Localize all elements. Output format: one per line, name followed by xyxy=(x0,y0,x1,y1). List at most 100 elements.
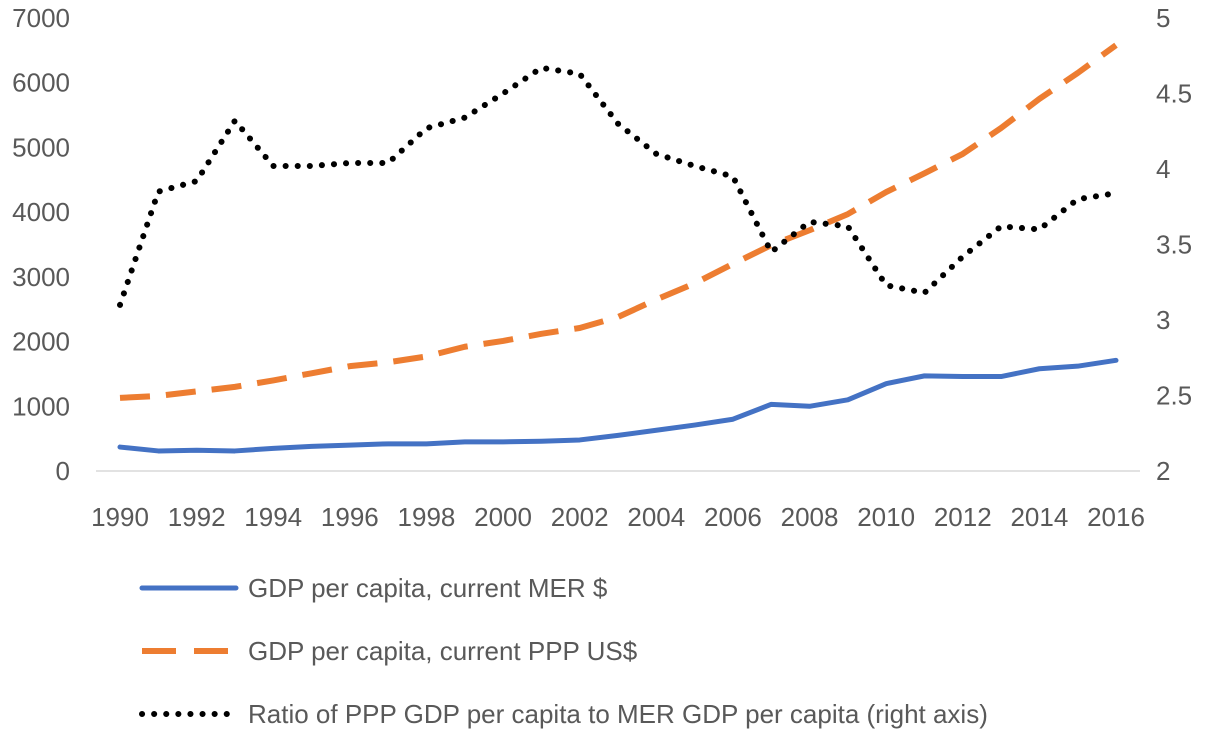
series-1-point xyxy=(960,374,966,380)
y-left-tick-label: 5000 xyxy=(12,132,70,162)
right-axis: 2 2.5 3 3.5 4 4.5 5 xyxy=(1156,3,1192,486)
series-3-point xyxy=(1036,226,1042,232)
series-3-point xyxy=(845,223,851,229)
y-left-tick-label: 3000 xyxy=(12,262,70,292)
series-3-point xyxy=(232,118,238,124)
series-2-point xyxy=(730,261,736,267)
series-2-point xyxy=(1036,96,1042,102)
plot-area xyxy=(117,42,1119,454)
y-right-tick-label: 5 xyxy=(1156,3,1170,33)
series-2-point xyxy=(1113,42,1119,48)
x-tick-label: 2010 xyxy=(857,502,915,532)
series-1-point xyxy=(921,373,927,379)
series-3-point xyxy=(807,219,813,225)
series-1-point xyxy=(730,416,736,422)
series-1-point xyxy=(270,445,276,451)
y-left-tick-label: 1000 xyxy=(12,391,70,421)
x-axis: 1990 1992 1994 1996 1998 2000 2002 2004 2006 2008… xyxy=(91,470,1145,532)
y-right-tick-label: 2.5 xyxy=(1156,381,1192,411)
series-1-point xyxy=(1075,363,1081,369)
series-2-point xyxy=(270,377,276,383)
series-1-point xyxy=(117,444,123,450)
series-2-point xyxy=(117,395,123,401)
series-3-point xyxy=(921,290,927,296)
series-2-point xyxy=(998,125,1004,131)
x-tick-label: 2016 xyxy=(1087,502,1145,532)
series-1-point xyxy=(423,441,429,447)
y-right-tick-label: 3.5 xyxy=(1156,230,1192,260)
series-2-point xyxy=(500,338,506,344)
series-3-point xyxy=(500,91,506,97)
legend-label-3: Ratio of PPP GDP per capita to MER GDP p… xyxy=(248,699,988,729)
series-1-point xyxy=(883,381,889,387)
series-1-point xyxy=(462,439,468,445)
series-3-point xyxy=(883,282,889,288)
y-left-tick-label: 0 xyxy=(56,456,70,486)
x-tick-label: 2004 xyxy=(627,502,685,532)
series-1-point xyxy=(538,438,544,444)
series-3-point xyxy=(1113,190,1119,196)
series-line-2 xyxy=(119,42,1118,401)
series-line-3 xyxy=(117,64,1119,308)
series-3-point xyxy=(615,121,621,127)
series-3-point xyxy=(768,249,774,255)
legend-label-2: GDP per capita, current PPP US$ xyxy=(248,636,638,666)
series-3-point xyxy=(462,115,468,121)
x-tick-label: 1998 xyxy=(398,502,456,532)
y-right-tick-label: 4.5 xyxy=(1156,79,1192,109)
series-1-point xyxy=(998,374,1004,380)
series-2-point xyxy=(692,280,698,286)
y-right-tick-label: 4 xyxy=(1156,154,1170,184)
series-2-point xyxy=(921,170,927,176)
series-1-point xyxy=(768,401,774,407)
legend-label-1: GDP per capita, current MER $ xyxy=(248,573,608,603)
x-tick-label: 2002 xyxy=(551,502,609,532)
series-1-point xyxy=(194,447,200,453)
x-tick-label: 1992 xyxy=(168,502,226,532)
series-2-point xyxy=(538,331,544,337)
series-1-point xyxy=(807,403,813,409)
series-3-point xyxy=(692,163,698,169)
series-2-point xyxy=(194,388,200,394)
series-1-point xyxy=(615,432,621,438)
series-1-point xyxy=(845,397,851,403)
y-right-tick-label: 3 xyxy=(1156,305,1170,335)
series-2-point xyxy=(155,393,161,399)
series-2-point xyxy=(347,363,353,369)
series-1-point xyxy=(1113,357,1119,363)
series-2-point xyxy=(845,211,851,217)
series-3-point xyxy=(385,160,391,166)
series-2-point xyxy=(807,227,813,233)
y-left-tick-label: 6000 xyxy=(12,68,70,98)
series-1-point xyxy=(155,448,161,454)
series-2-point xyxy=(960,151,966,157)
series-1-point xyxy=(653,427,659,433)
x-tick-label: 2006 xyxy=(704,502,762,532)
y-left-tick-label: 2000 xyxy=(12,327,70,357)
series-2-point xyxy=(309,370,315,376)
x-tick-label: 2008 xyxy=(781,502,839,532)
y-left-tick-label: 7000 xyxy=(12,3,70,33)
series-2-point xyxy=(385,359,391,365)
series-1-point xyxy=(232,448,238,454)
series-1-point xyxy=(577,437,583,443)
series-1-point xyxy=(500,439,506,445)
series-3-point xyxy=(730,174,736,180)
x-tick-label: 2000 xyxy=(474,502,532,532)
series-2-point xyxy=(1075,70,1081,76)
series-2-point xyxy=(577,325,583,331)
x-tick-label: 2014 xyxy=(1010,502,1068,532)
series-2-point xyxy=(615,314,621,320)
series-line-1 xyxy=(117,357,1119,454)
series-1-point xyxy=(309,443,315,449)
series-3-point xyxy=(423,125,429,131)
series-3-point xyxy=(960,254,966,260)
series-3-point xyxy=(117,302,123,308)
series-3-point xyxy=(347,160,353,166)
x-tick-label: 1994 xyxy=(244,502,302,532)
series-1-point xyxy=(385,441,391,447)
y-left-tick-label: 4000 xyxy=(12,197,70,227)
series-2-point xyxy=(423,353,429,359)
series-2-point xyxy=(883,189,889,195)
